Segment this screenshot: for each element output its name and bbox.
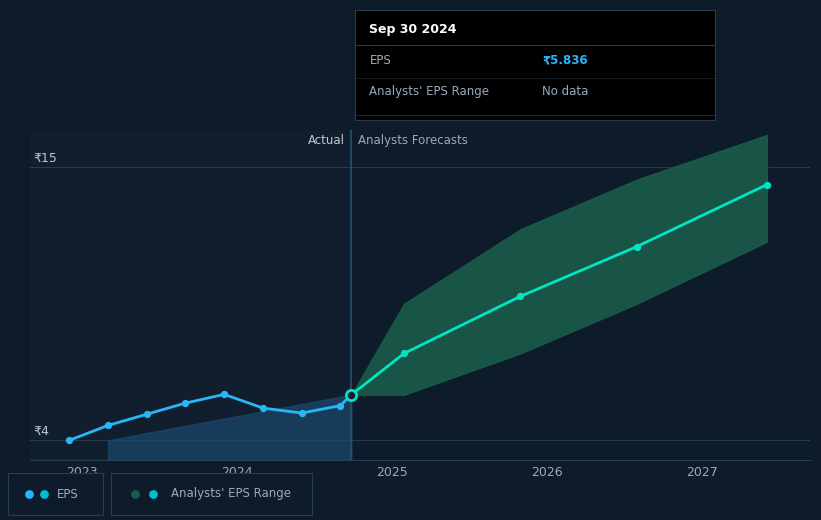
Point bbox=[218, 390, 231, 398]
Text: Analysts' EPS Range: Analysts' EPS Range bbox=[369, 85, 489, 98]
Point bbox=[589, 301, 602, 309]
Point bbox=[630, 242, 643, 251]
Text: ₹4: ₹4 bbox=[34, 425, 49, 438]
Point bbox=[424, 301, 438, 309]
Text: Analysts' EPS Range: Analysts' EPS Range bbox=[172, 488, 291, 500]
Bar bbox=[351, 130, 810, 460]
Point bbox=[345, 391, 358, 399]
Point bbox=[760, 180, 773, 189]
Point bbox=[514, 292, 527, 301]
Text: EPS: EPS bbox=[57, 488, 79, 500]
Point bbox=[238, 301, 251, 309]
Point bbox=[256, 404, 269, 412]
Text: No data: No data bbox=[542, 85, 589, 98]
Bar bbox=[30, 130, 351, 460]
Point bbox=[140, 410, 154, 419]
Point bbox=[296, 409, 309, 417]
Text: ₹5.836: ₹5.836 bbox=[542, 54, 588, 67]
Text: ₹15: ₹15 bbox=[34, 152, 57, 165]
Point bbox=[334, 401, 347, 410]
Point bbox=[101, 421, 114, 430]
Text: EPS: EPS bbox=[369, 54, 391, 67]
Text: Actual: Actual bbox=[308, 134, 345, 147]
Point bbox=[397, 349, 410, 358]
Point bbox=[375, 301, 388, 309]
Point bbox=[62, 436, 76, 445]
Point bbox=[179, 399, 192, 407]
Text: Analysts Forecasts: Analysts Forecasts bbox=[358, 134, 467, 147]
Text: Sep 30 2024: Sep 30 2024 bbox=[369, 23, 457, 36]
